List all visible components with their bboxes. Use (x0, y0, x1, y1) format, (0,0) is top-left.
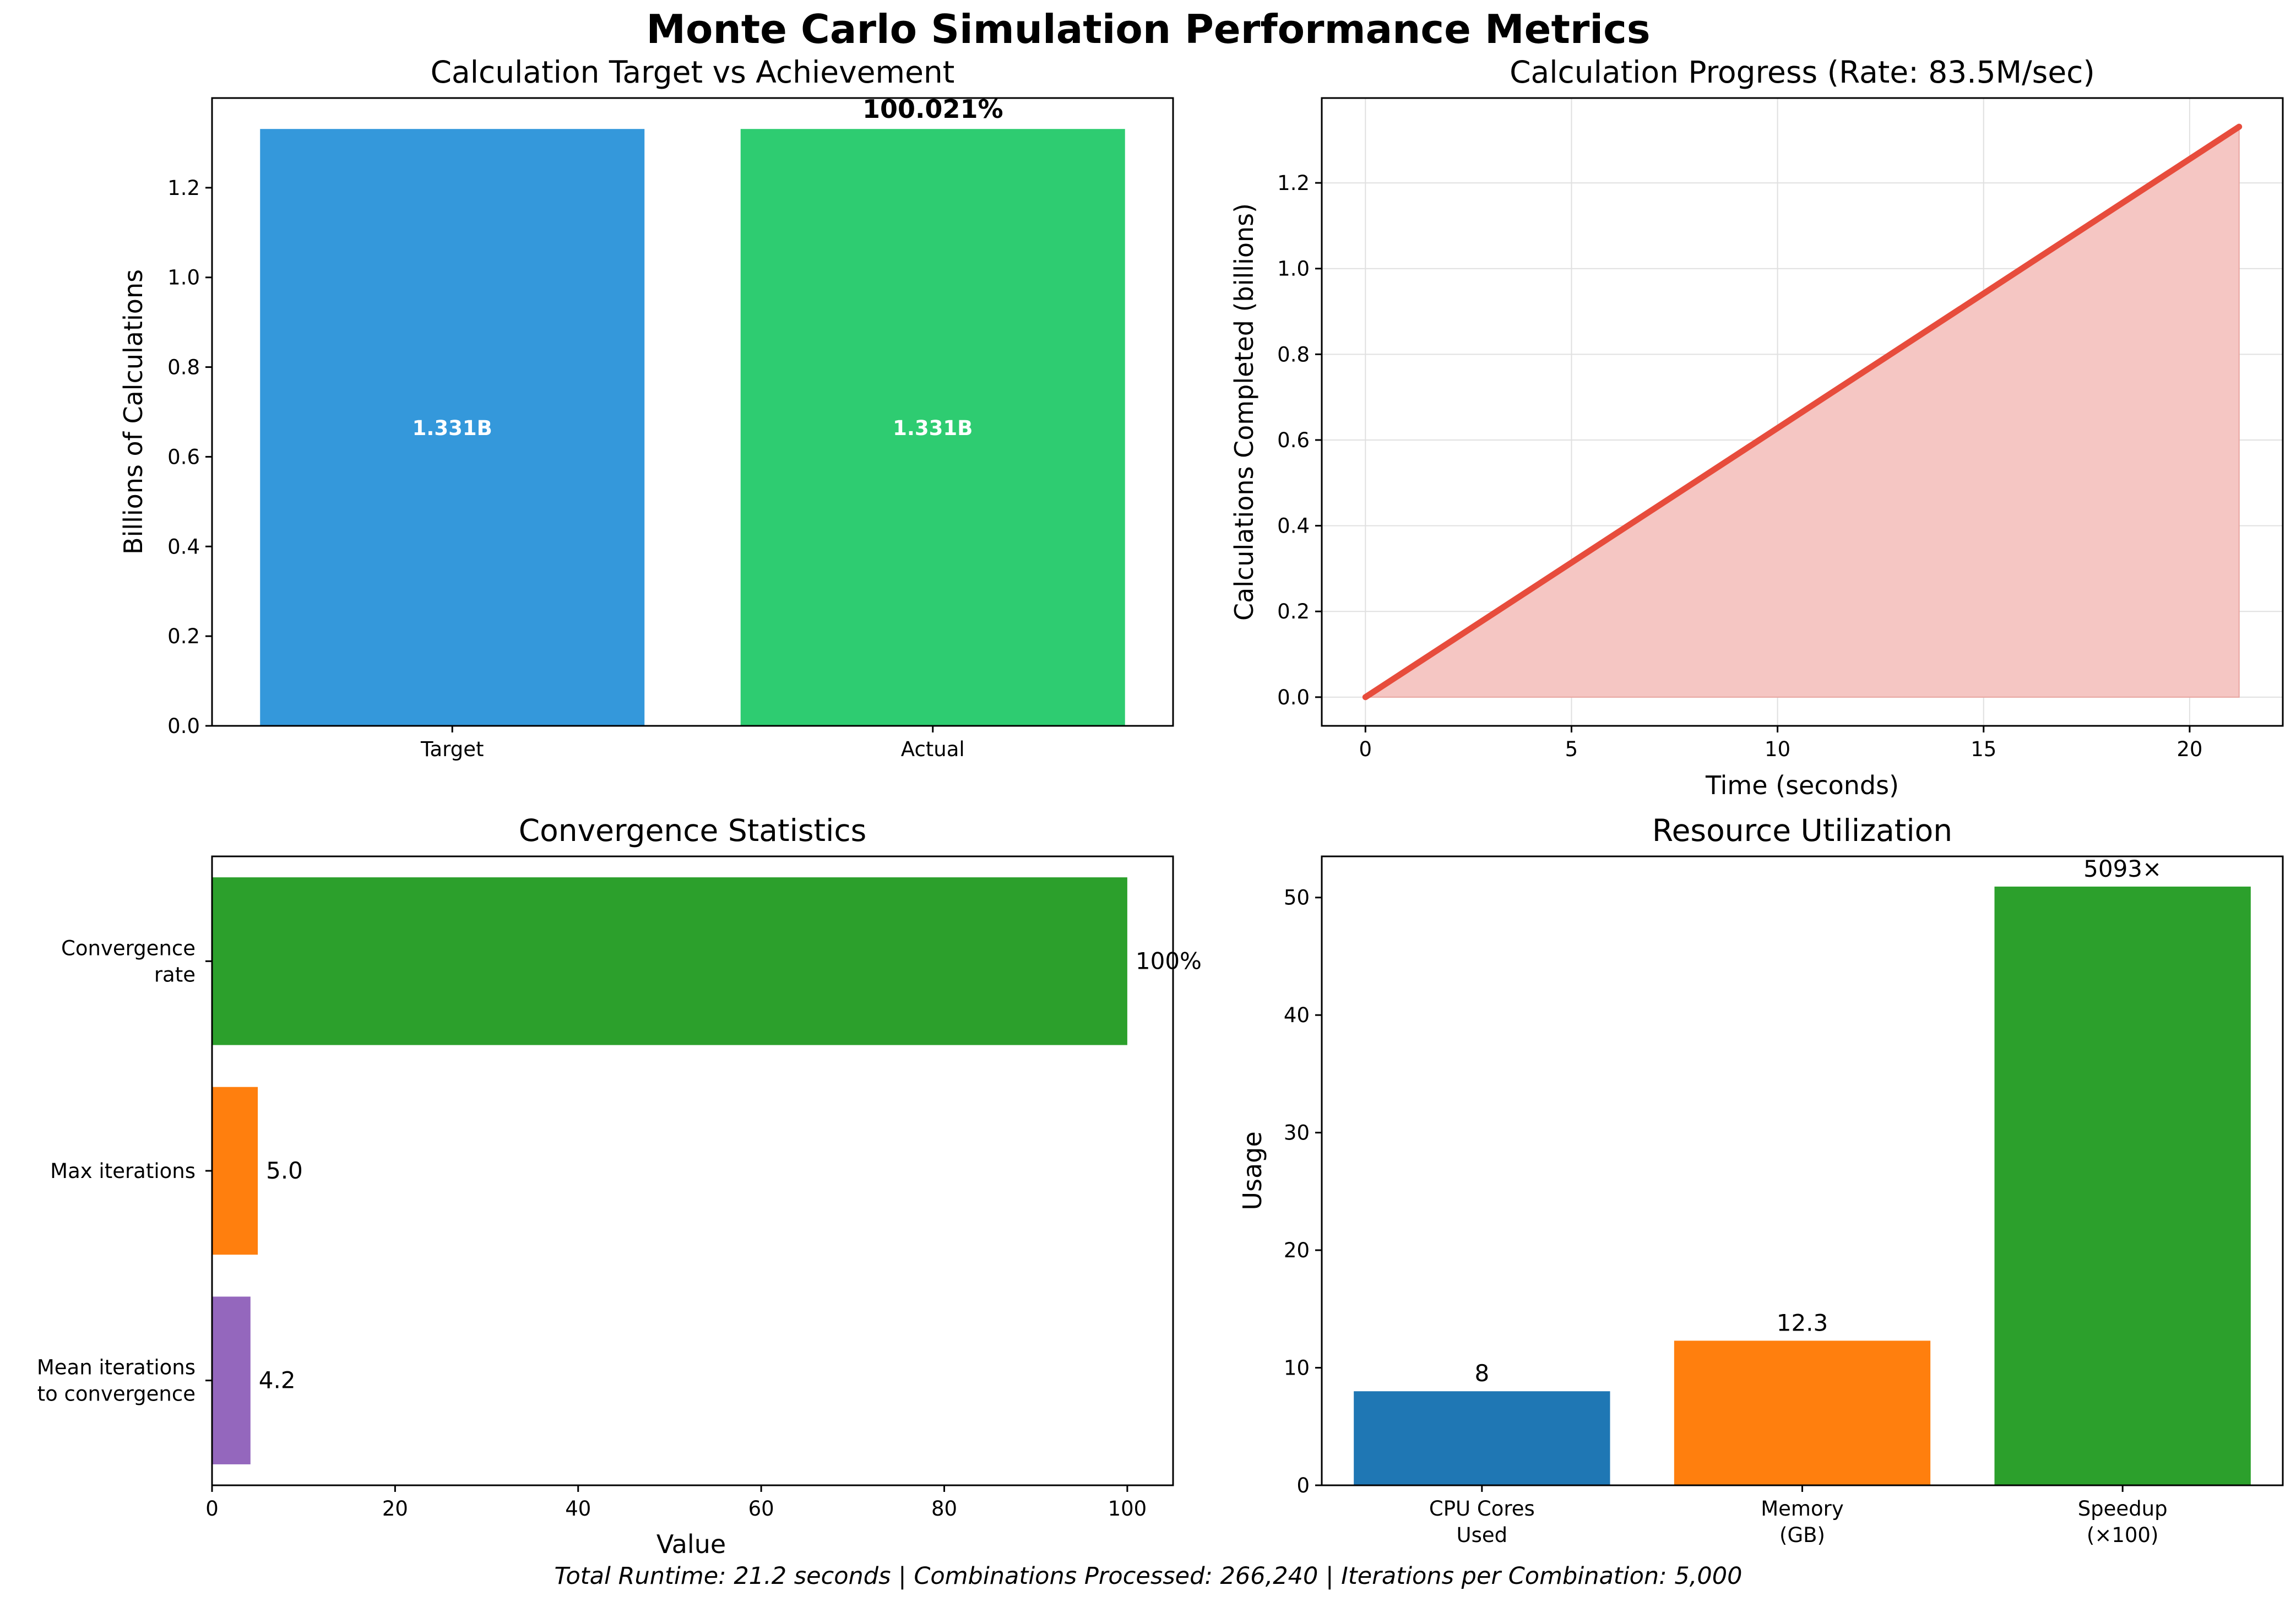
y-tick-label: 0 (1296, 1474, 1310, 1497)
x-tick-label: CPU Cores Used (1429, 1497, 1535, 1547)
y-tick-label: 0.0 (167, 714, 200, 738)
y-axis-label: Usage (1237, 1131, 1267, 1210)
y-tick-label: 0.4 (167, 535, 200, 558)
progress-line (1362, 123, 2243, 701)
achievement-annotation: 100.021% (862, 94, 1003, 124)
bar (212, 1296, 251, 1464)
x-axis-label: Time (seconds) (1705, 770, 1899, 800)
x-tick-label: 20 (382, 1497, 408, 1521)
y-tick-label: Max iterations (50, 1159, 196, 1183)
y-tick-label: 0.6 (167, 445, 200, 469)
bar-value-label: 5093× (2083, 855, 2162, 882)
chart-title: Resource Utilization (1652, 813, 1952, 848)
plot-frame (211, 97, 1174, 727)
y-tick-label: 50 (1284, 886, 1310, 910)
y-tick-label: 1.0 (167, 266, 200, 290)
panel-resource-utilization: 8 CPU Cores Used 12.3 Memory (GB) 5093× Speedup… (1237, 813, 2284, 1547)
x-tick-label: 40 (565, 1497, 591, 1521)
y-tick-label: 40 (1284, 1003, 1310, 1027)
bar-value-label: 5.0 (266, 1157, 303, 1184)
bar (1354, 1391, 1610, 1485)
y-tick-label: 0.8 (167, 356, 200, 379)
chart-title: Calculation Target vs Achievement (431, 55, 955, 90)
x-tick-label: 0 (205, 1497, 219, 1521)
x-tick-label: 80 (931, 1497, 957, 1521)
y-tick-label: Convergence rate (61, 936, 196, 986)
bar-value-label: 1.331B (412, 416, 492, 440)
x-tick-label: Target (420, 737, 484, 761)
x-tick-label: Speedup (×100) (2078, 1497, 2168, 1547)
bar (1994, 886, 2251, 1485)
chart-title: Calculation Progress (Rate: 83.5M/sec) (1510, 55, 2095, 90)
plot-frame (1321, 97, 2284, 727)
x-tick-label: 0 (1359, 737, 1372, 761)
bar-value-label: 100% (1136, 947, 1202, 974)
bar (1674, 1340, 1931, 1485)
plot-frame (211, 855, 1174, 1486)
x-tick-label: Actual (901, 737, 965, 761)
x-tick-label: 5 (1565, 737, 1578, 761)
bar (212, 877, 1127, 1045)
panel-calculation-progress: 0 5 10 15 20 0.0 0.2 0.4 0.6 0.8 1.0 1.2 Calculation… (1229, 55, 2284, 800)
y-tick-label: 0.6 (1277, 428, 1310, 452)
y-tick-label: 0.2 (167, 625, 200, 648)
y-tick-label: 0.4 (1277, 514, 1310, 538)
panel-target-vs-achievement: 1.331B Target 1.331B Actual 100.021% 0.0 0.2 0.… (118, 55, 1174, 761)
figure-footer: Total Runtime: 21.2 seconds | Combinatio… (555, 1562, 1743, 1590)
x-tick-label: Memory (GB) (1761, 1497, 1843, 1547)
x-tick-label: 60 (748, 1497, 774, 1521)
bar-value-label: 4.2 (259, 1367, 296, 1394)
y-tick-label: 0.0 (1277, 686, 1310, 709)
plot-frame (1321, 855, 2284, 1486)
y-tick-label: Mean iterations to convergence (37, 1356, 196, 1406)
y-axis-label: Calculations Completed (billions) (1229, 203, 1259, 621)
y-tick-label: 0.8 (1277, 343, 1310, 366)
x-tick-label: 15 (1971, 737, 1996, 761)
panel-convergence-statistics: 100% Convergence rate 5.0 Max iterations 4.2 M… (37, 813, 1202, 1559)
y-tick-label: 30 (1284, 1121, 1310, 1145)
x-axis-label: Value (656, 1529, 726, 1559)
y-axis-label: Billions of Calculations (118, 269, 148, 555)
bar (260, 129, 645, 726)
x-tick-label: 10 (1765, 737, 1790, 761)
y-tick-label: 0.2 (1277, 600, 1310, 623)
bar-value-label: 1.331B (893, 416, 973, 440)
figure-title: Monte Carlo Simulation Performance Metri… (646, 6, 1650, 52)
bar (212, 1087, 258, 1255)
bar-value-label: 8 (1474, 1360, 1489, 1387)
y-tick-label: 20 (1284, 1239, 1310, 1262)
y-tick-label: 10 (1284, 1356, 1310, 1380)
x-tick-label: 100 (1108, 1497, 1147, 1521)
bar (740, 129, 1125, 726)
y-tick-label: 1.2 (167, 176, 200, 200)
y-tick-label: 1.2 (1277, 171, 1310, 195)
y-tick-label: 1.0 (1277, 257, 1310, 281)
chart-title: Convergence Statistics (519, 813, 867, 848)
bar-value-label: 12.3 (1777, 1309, 1828, 1336)
x-tick-label: 20 (2176, 737, 2202, 761)
